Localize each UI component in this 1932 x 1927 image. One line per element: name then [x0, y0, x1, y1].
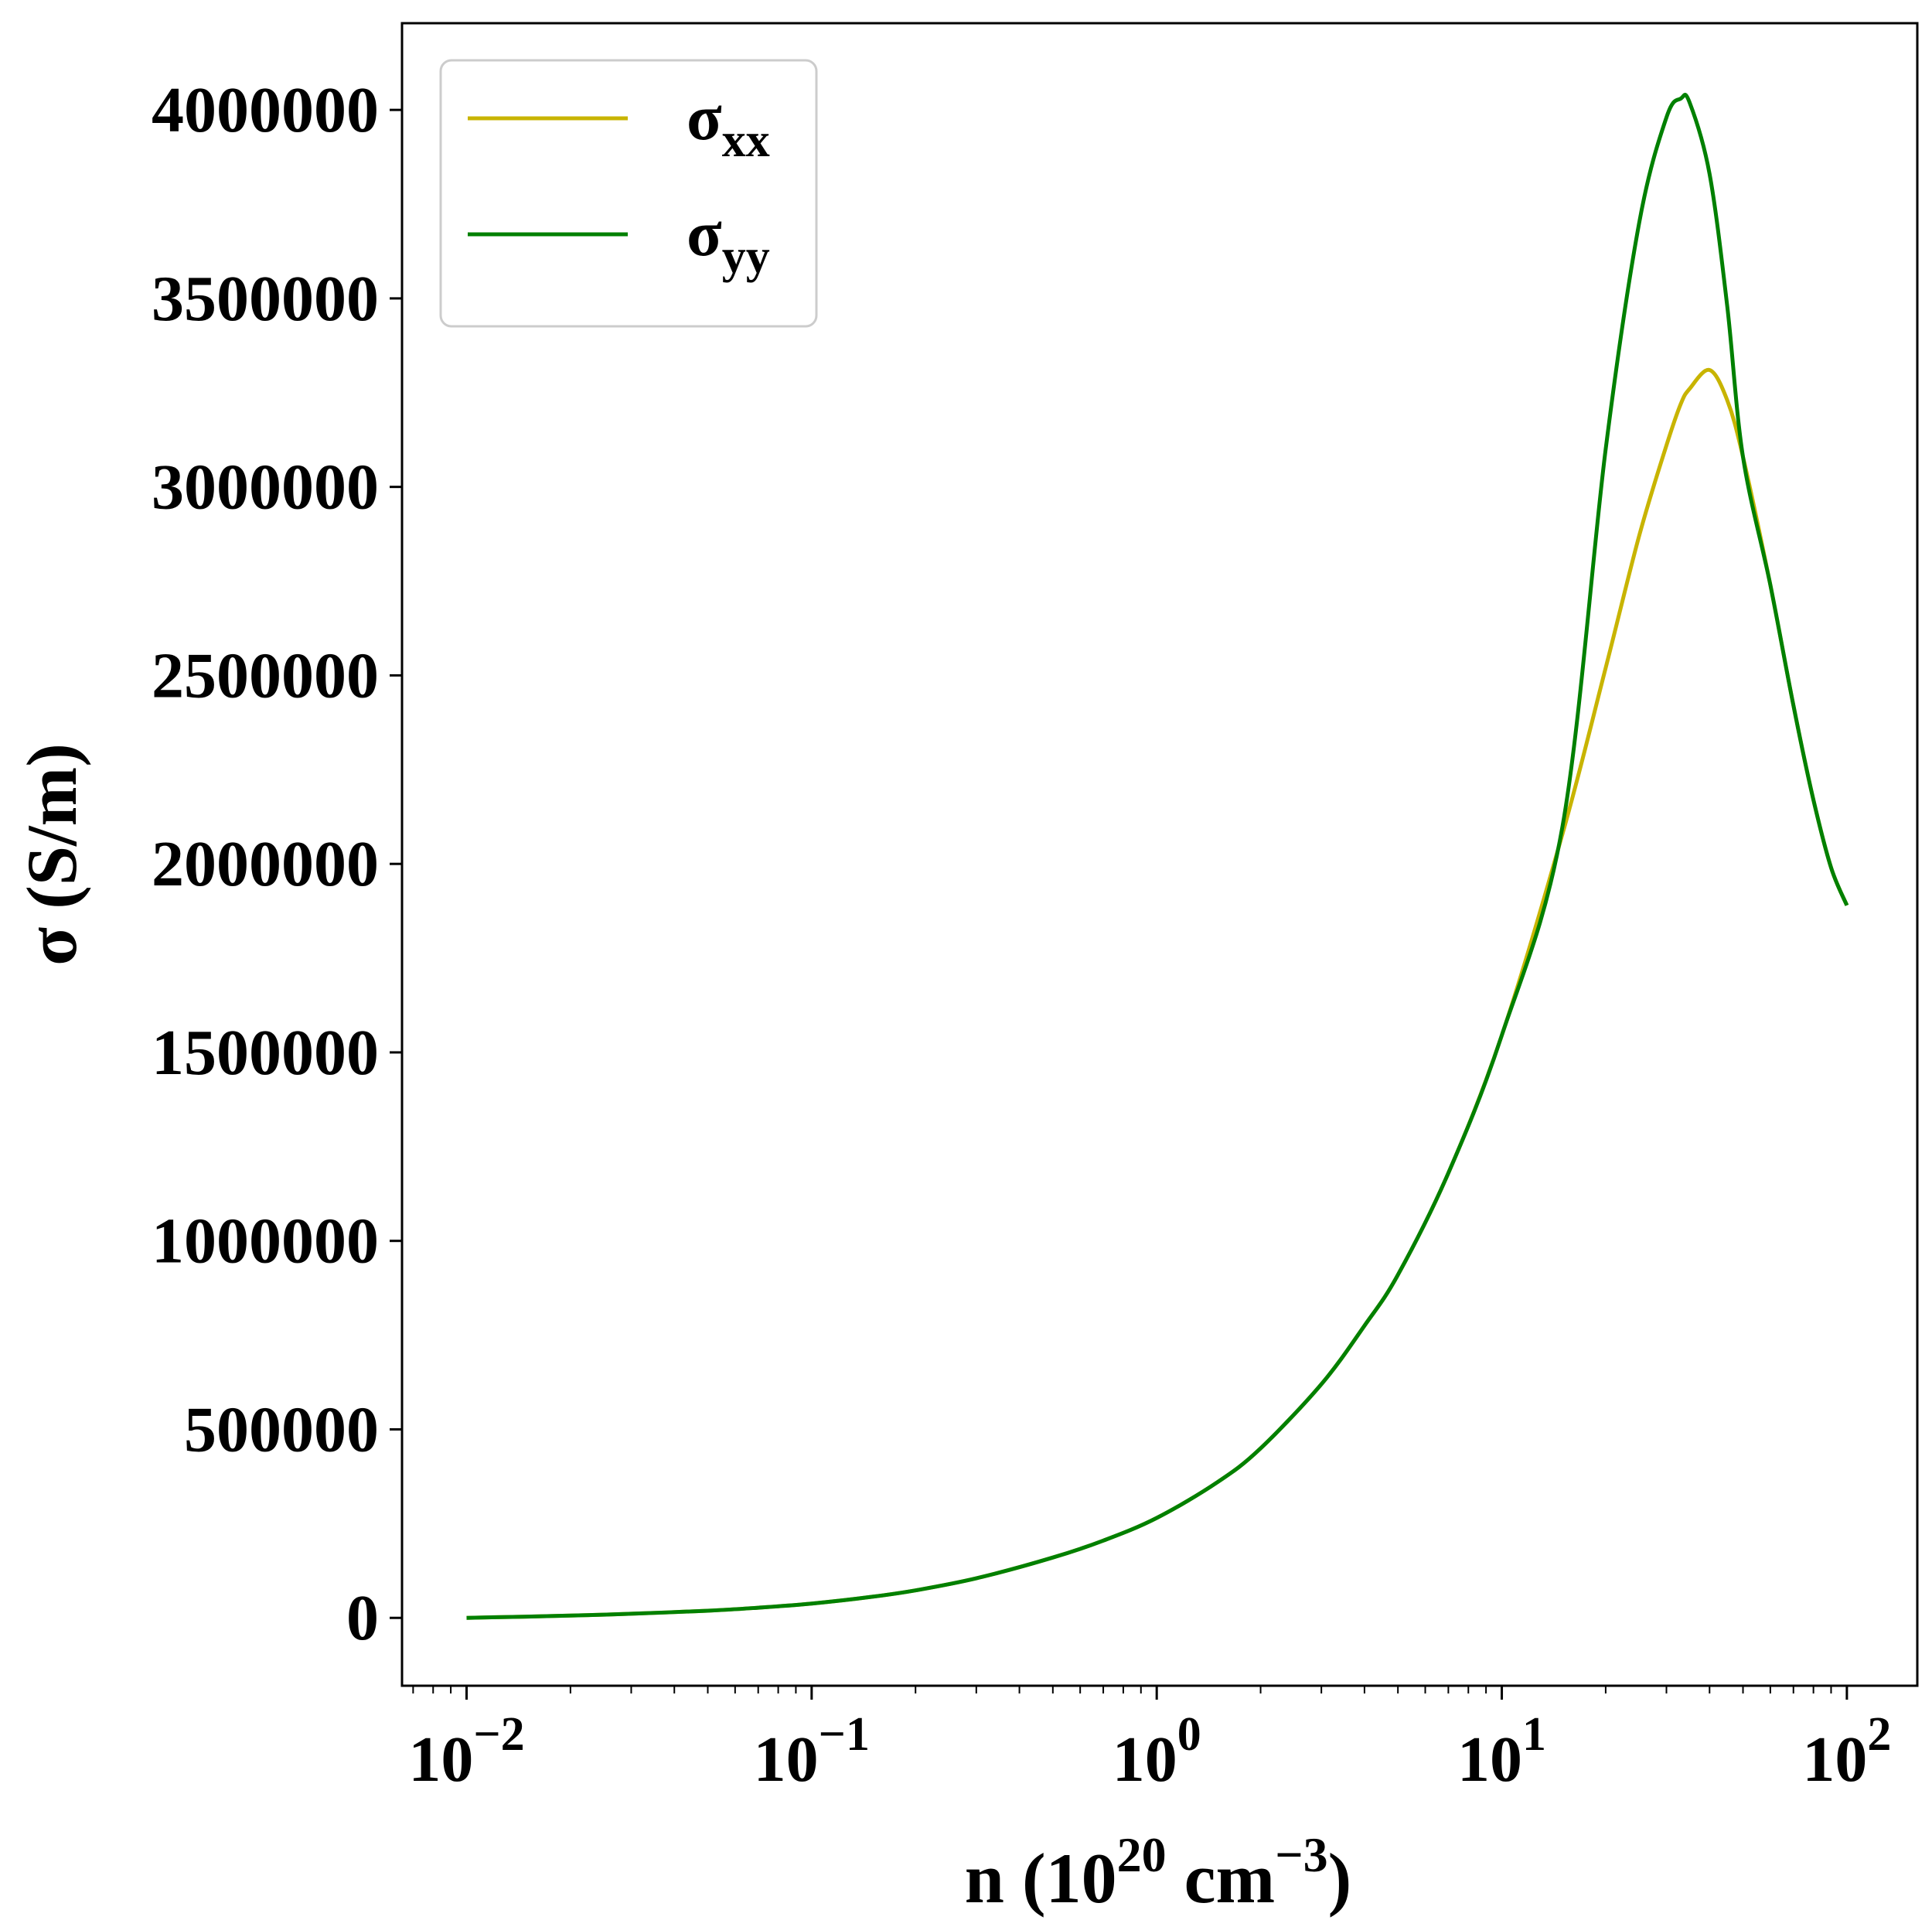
- x-axis-label-sup2: −3: [1275, 1827, 1327, 1882]
- legend-box: [439, 59, 818, 328]
- y-tick-label: 2500000: [152, 639, 379, 711]
- series-line-sigma-yy: [466, 93, 1849, 1620]
- x-tick-label: 10−2: [408, 1708, 524, 1796]
- series-layer: [466, 93, 1849, 1620]
- y-tick-label: 0: [346, 1582, 379, 1654]
- x-tick-label: 101: [1457, 1708, 1546, 1796]
- legend-label-sigma-xx: σxx: [687, 82, 770, 167]
- legend: σxx σyy: [439, 59, 818, 328]
- y-tick-label: 3500000: [152, 263, 379, 335]
- y-axis-ticks: 0 500000 1000000 1500000 2000000 2500000 30000…: [152, 74, 402, 1654]
- x-tick-label: 100: [1113, 1708, 1201, 1796]
- x-tick-label: 10−1: [754, 1708, 870, 1796]
- y-tick-label: 1500000: [152, 1017, 379, 1089]
- y-axis-label: σ (S/m): [12, 743, 91, 966]
- y-tick-label: 3000000: [152, 452, 379, 524]
- x-axis-label: n (1020 cm−3): [965, 1827, 1351, 1918]
- legend-label-sigma-yy: σyy: [687, 198, 770, 283]
- y-tick-label: 2000000: [152, 828, 379, 900]
- x-axis-label-sup1: 20: [1117, 1827, 1167, 1882]
- axes-frame: [400, 22, 1919, 1687]
- x-tick-label: 102: [1802, 1708, 1891, 1796]
- x-axis-label-mid: cm: [1167, 1839, 1275, 1918]
- y-tick-label: 500000: [184, 1393, 379, 1465]
- y-tick-label: 1000000: [152, 1206, 379, 1277]
- x-axis-label-end: ): [1328, 1839, 1352, 1918]
- x-axis-label-base: n (10: [965, 1839, 1117, 1918]
- y-tick-label: 4000000: [152, 74, 379, 146]
- x-axis-ticks: 10−2 10−1 100 101 102: [408, 1686, 1891, 1796]
